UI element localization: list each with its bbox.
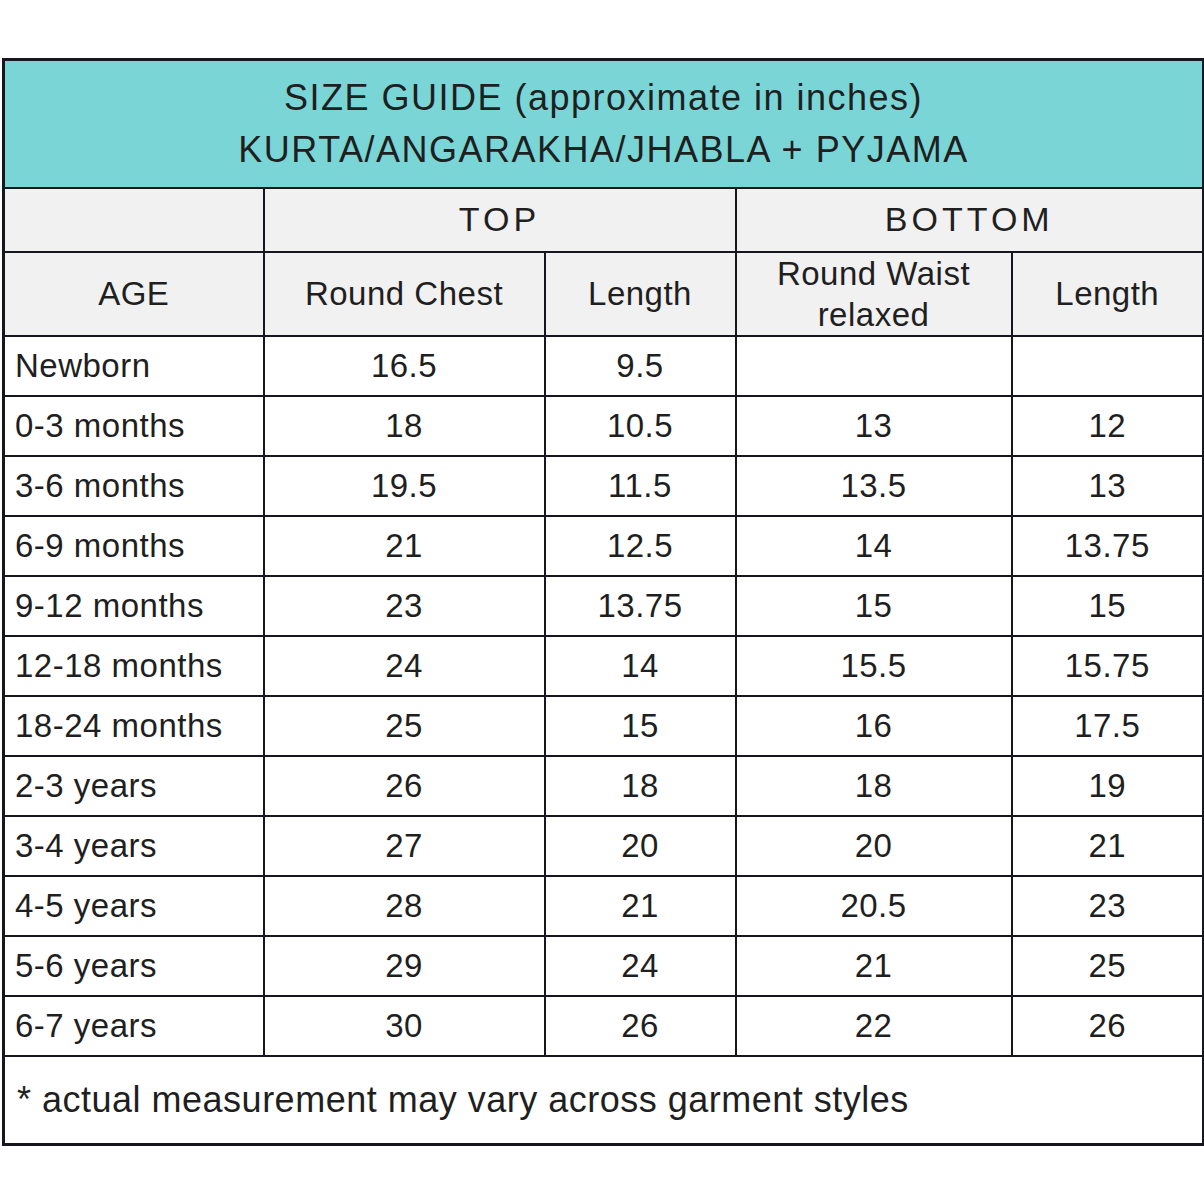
bottom-length-cell: 15 [1012, 576, 1204, 636]
column-header-round-chest: Round Chest [264, 252, 545, 337]
round-waist-cell: 13 [736, 396, 1012, 456]
bottom-length-cell: 13.75 [1012, 516, 1204, 576]
age-cell: Newborn [4, 336, 264, 396]
bottom-length-cell: 25 [1012, 936, 1204, 996]
top-length-cell: 18 [545, 756, 736, 816]
bottom-length-cell: 26 [1012, 996, 1204, 1056]
column-header-round-waist: Round Waist relaxed [736, 252, 1012, 337]
round-waist-cell: 22 [736, 996, 1012, 1056]
top-length-cell: 20 [545, 816, 736, 876]
footnote-row: * actual measurement may vary across gar… [4, 1056, 1204, 1144]
round-waist-cell: 15.5 [736, 636, 1012, 696]
round-chest-cell: 23 [264, 576, 545, 636]
top-length-cell: 9.5 [545, 336, 736, 396]
table-row: 3-6 months 19.5 11.5 13.5 13 [4, 456, 1204, 516]
table-row: 18-24 months 25 15 16 17.5 [4, 696, 1204, 756]
round-waist-cell: 14 [736, 516, 1012, 576]
age-cell: 18-24 months [4, 696, 264, 756]
age-cell: 5-6 years [4, 936, 264, 996]
bottom-length-cell: 21 [1012, 816, 1204, 876]
top-length-cell: 21 [545, 876, 736, 936]
column-header-top-length: Length [545, 252, 736, 337]
bottom-length-cell: 17.5 [1012, 696, 1204, 756]
table-row: 6-7 years 30 26 22 26 [4, 996, 1204, 1056]
table-row: 3-4 years 27 20 20 21 [4, 816, 1204, 876]
group-header-top: TOP [264, 188, 736, 252]
table-title: SIZE GUIDE (approximate in inches) KURTA… [4, 60, 1204, 188]
title-line-1: SIZE GUIDE (approximate in inches) [6, 72, 1201, 124]
round-waist-cell [736, 336, 1012, 396]
age-cell: 9-12 months [4, 576, 264, 636]
table-row: 9-12 months 23 13.75 15 15 [4, 576, 1204, 636]
top-length-cell: 14 [545, 636, 736, 696]
column-header-bottom-length: Length [1012, 252, 1204, 337]
top-length-cell: 10.5 [545, 396, 736, 456]
round-chest-cell: 26 [264, 756, 545, 816]
round-waist-cell: 21 [736, 936, 1012, 996]
column-header-age: AGE [4, 252, 264, 337]
table-row: 6-9 months 21 12.5 14 13.75 [4, 516, 1204, 576]
age-cell: 2-3 years [4, 756, 264, 816]
table-row: 4-5 years 28 21 20.5 23 [4, 876, 1204, 936]
round-chest-cell: 18 [264, 396, 545, 456]
group-header-row: TOP BOTTOM [4, 188, 1204, 252]
round-chest-cell: 30 [264, 996, 545, 1056]
round-waist-cell: 13.5 [736, 456, 1012, 516]
top-length-cell: 15 [545, 696, 736, 756]
table-row: 5-6 years 29 24 21 25 [4, 936, 1204, 996]
table-row: 0-3 months 18 10.5 13 12 [4, 396, 1204, 456]
age-cell: 4-5 years [4, 876, 264, 936]
round-chest-cell: 29 [264, 936, 545, 996]
round-chest-cell: 21 [264, 516, 545, 576]
bottom-length-cell: 13 [1012, 456, 1204, 516]
table-row: 2-3 years 26 18 18 19 [4, 756, 1204, 816]
group-spacer-cell [4, 188, 264, 252]
round-chest-cell: 24 [264, 636, 545, 696]
column-header-row: AGE Round Chest Length Round Waist relax… [4, 252, 1204, 337]
round-waist-cell: 16 [736, 696, 1012, 756]
top-length-cell: 13.75 [545, 576, 736, 636]
title-line-2: KURTA/ANGARAKHA/JHABLA + PYJAMA [6, 124, 1201, 176]
age-cell: 0-3 months [4, 396, 264, 456]
table-row: Newborn 16.5 9.5 [4, 336, 1204, 396]
top-length-cell: 12.5 [545, 516, 736, 576]
top-length-cell: 26 [545, 996, 736, 1056]
round-chest-cell: 25 [264, 696, 545, 756]
age-cell: 3-6 months [4, 456, 264, 516]
round-waist-cell: 15 [736, 576, 1012, 636]
bottom-length-cell: 12 [1012, 396, 1204, 456]
top-length-cell: 24 [545, 936, 736, 996]
age-cell: 12-18 months [4, 636, 264, 696]
round-waist-cell: 20.5 [736, 876, 1012, 936]
bottom-length-cell: 15.75 [1012, 636, 1204, 696]
round-chest-cell: 16.5 [264, 336, 545, 396]
bottom-length-cell: 23 [1012, 876, 1204, 936]
table-row: 12-18 months 24 14 15.5 15.75 [4, 636, 1204, 696]
round-waist-cell: 20 [736, 816, 1012, 876]
round-waist-cell: 18 [736, 756, 1012, 816]
age-cell: 3-4 years [4, 816, 264, 876]
round-chest-cell: 28 [264, 876, 545, 936]
size-guide-table: SIZE GUIDE (approximate in inches) KURTA… [2, 58, 1204, 1146]
title-row: SIZE GUIDE (approximate in inches) KURTA… [4, 60, 1204, 188]
top-length-cell: 11.5 [545, 456, 736, 516]
footnote-text: * actual measurement may vary across gar… [4, 1056, 1204, 1144]
round-chest-cell: 27 [264, 816, 545, 876]
group-header-bottom: BOTTOM [736, 188, 1204, 252]
age-cell: 6-9 months [4, 516, 264, 576]
bottom-length-cell: 19 [1012, 756, 1204, 816]
bottom-length-cell [1012, 336, 1204, 396]
age-cell: 6-7 years [4, 996, 264, 1056]
round-chest-cell: 19.5 [264, 456, 545, 516]
